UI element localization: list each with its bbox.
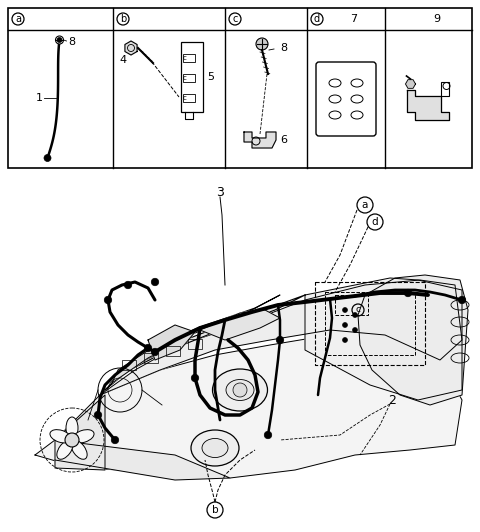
Text: a: a [362, 200, 368, 210]
Circle shape [352, 312, 358, 318]
Circle shape [343, 307, 348, 312]
Circle shape [94, 411, 102, 419]
Text: c: c [183, 55, 187, 61]
Circle shape [65, 433, 79, 447]
Circle shape [256, 38, 268, 50]
Circle shape [343, 337, 348, 343]
Polygon shape [358, 275, 468, 405]
Polygon shape [55, 395, 105, 470]
Bar [441, 82, 448, 96]
Circle shape [124, 281, 132, 289]
Circle shape [264, 431, 272, 439]
Circle shape [191, 374, 199, 382]
Ellipse shape [66, 417, 78, 439]
Text: 2: 2 [388, 394, 396, 406]
Polygon shape [100, 280, 462, 395]
Circle shape [458, 296, 466, 304]
Circle shape [144, 344, 152, 352]
Text: c: c [183, 95, 187, 101]
Bar [144, 353, 158, 363]
Polygon shape [305, 278, 462, 400]
Text: b: b [120, 14, 126, 24]
Bar [181, 42, 203, 112]
Ellipse shape [73, 430, 94, 443]
Polygon shape [125, 41, 137, 55]
Polygon shape [112, 295, 280, 383]
Text: 9: 9 [433, 14, 440, 24]
Bar [8, 8, 472, 168]
Ellipse shape [202, 438, 228, 458]
Bar [183, 74, 195, 82]
Polygon shape [407, 90, 448, 120]
Text: 5: 5 [207, 72, 214, 82]
Ellipse shape [57, 440, 73, 459]
Text: 8: 8 [69, 37, 76, 47]
Bar [166, 346, 180, 356]
Circle shape [111, 436, 119, 444]
Circle shape [151, 278, 159, 286]
Polygon shape [148, 325, 195, 360]
Circle shape [343, 322, 348, 328]
Bar [183, 94, 195, 102]
Ellipse shape [213, 369, 267, 411]
Polygon shape [244, 132, 276, 148]
Text: d: d [314, 14, 320, 24]
Text: c: c [232, 14, 238, 24]
Text: 8: 8 [280, 43, 287, 53]
Text: a: a [15, 14, 21, 24]
Polygon shape [55, 440, 230, 480]
Polygon shape [35, 335, 462, 478]
Circle shape [56, 36, 63, 44]
Circle shape [57, 37, 62, 43]
Ellipse shape [71, 440, 87, 459]
Circle shape [404, 289, 412, 297]
Text: 6: 6 [280, 135, 287, 145]
Text: 7: 7 [350, 14, 358, 24]
Text: 3: 3 [216, 187, 224, 200]
Ellipse shape [50, 430, 71, 443]
Bar [183, 54, 195, 62]
Circle shape [233, 383, 247, 397]
Text: b: b [212, 505, 218, 515]
Text: c: c [183, 75, 187, 81]
Circle shape [352, 328, 358, 332]
Polygon shape [105, 295, 305, 390]
Circle shape [151, 348, 159, 356]
Polygon shape [200, 310, 280, 340]
Ellipse shape [191, 430, 239, 466]
Text: 1: 1 [36, 93, 43, 103]
Circle shape [104, 296, 112, 304]
Circle shape [276, 336, 284, 344]
Ellipse shape [226, 379, 254, 401]
Circle shape [44, 154, 51, 162]
Polygon shape [406, 80, 416, 88]
Text: d: d [372, 217, 378, 227]
Text: c: c [356, 305, 360, 314]
Text: 4: 4 [120, 55, 127, 65]
Bar [188, 339, 202, 349]
Bar [122, 360, 136, 370]
